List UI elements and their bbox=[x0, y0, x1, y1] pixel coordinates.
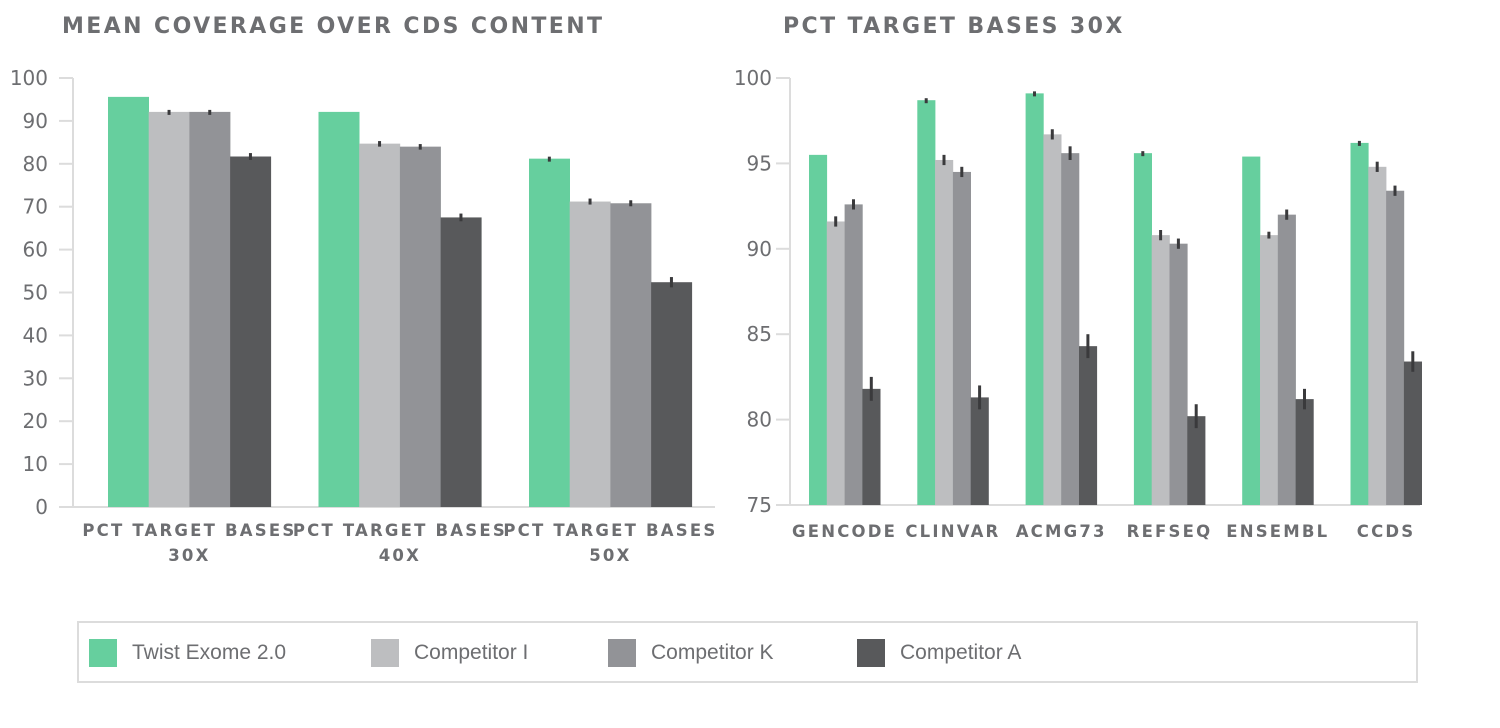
bar-twist-exome-2-0 bbox=[917, 100, 936, 505]
legend-item-competitor-i: Competitor I bbox=[371, 639, 528, 667]
y-tick-label: 85 bbox=[747, 322, 772, 346]
legend-label: Twist Exome 2.0 bbox=[132, 641, 287, 664]
y-tick-label: 10 bbox=[23, 452, 48, 476]
bar-competitor-k bbox=[1061, 153, 1080, 506]
bar-competitor-k bbox=[189, 111, 231, 508]
bar-twist-exome-2-0 bbox=[1242, 156, 1261, 505]
legend-item-competitor-k: Competitor K bbox=[608, 639, 774, 667]
x-category-label: CLINVAR bbox=[905, 522, 1000, 541]
bar-competitor-a bbox=[970, 397, 989, 505]
right-chart-title: PCT TARGET BASES 30X bbox=[783, 14, 1125, 39]
x-category-label: ENSEMBL bbox=[1226, 522, 1329, 541]
x-category-label: 30X bbox=[168, 546, 210, 565]
legend-item-competitor-a: Competitor A bbox=[857, 639, 1021, 667]
bar-competitor-i bbox=[935, 159, 954, 505]
legend-swatch-twist-exome bbox=[89, 639, 117, 667]
x-category-label: REFSEQ bbox=[1127, 522, 1213, 541]
chart-pct-target-bases-30x: 75 80 85 90 95 100 GENCODE CLINVAR ACMG73 REFSEQ E… bbox=[734, 66, 1422, 541]
bar-competitor-k bbox=[1169, 243, 1188, 505]
x-category-label: 50X bbox=[589, 546, 631, 565]
bar-competitor-a bbox=[1403, 361, 1422, 505]
legend-item-twist-exome: Twist Exome 2.0 bbox=[89, 639, 286, 667]
bar-competitor-i bbox=[148, 111, 190, 508]
y-tick-label: 75 bbox=[747, 493, 772, 517]
charts-canvas: 0 10 20 30 40 50 60 70 80 90 100 PCT TARGET BASES 30… bbox=[10, 66, 1422, 565]
x-category-label: ACMG73 bbox=[1016, 522, 1107, 541]
bar-competitor-k bbox=[610, 203, 652, 507]
legend-swatch-competitor-i bbox=[371, 639, 399, 667]
x-category-label: PCT TARGET BASES bbox=[503, 521, 717, 540]
y-tick-label: 0 bbox=[35, 495, 48, 519]
bar-competitor-a bbox=[862, 388, 881, 505]
y-tick-label: 80 bbox=[23, 152, 48, 176]
legend: Twist Exome 2.0 Competitor I Competitor … bbox=[77, 621, 1418, 683]
legend-label: Competitor I bbox=[414, 641, 529, 664]
bar-competitor-k bbox=[952, 171, 971, 505]
bar-twist-exome-2-0 bbox=[529, 158, 570, 508]
bar-competitor-a bbox=[1295, 399, 1314, 505]
x-category-label: GENCODE bbox=[792, 522, 897, 541]
bar-competitor-i bbox=[359, 143, 401, 507]
y-tick-label: 30 bbox=[23, 366, 48, 390]
bar-competitor-k bbox=[1386, 190, 1405, 505]
bar-twist-exome-2-0 bbox=[1350, 142, 1369, 506]
y-tick-label: 60 bbox=[23, 238, 48, 262]
y-tick-label: 20 bbox=[23, 409, 48, 433]
y-tick-label: 80 bbox=[747, 408, 772, 432]
y-tick-label: 90 bbox=[23, 109, 48, 133]
x-category-label: CCDS bbox=[1357, 522, 1416, 541]
x-category-label: PCT TARGET BASES bbox=[293, 521, 507, 540]
bar-twist-exome-2-0 bbox=[809, 154, 828, 506]
legend-swatch-competitor-a bbox=[857, 639, 885, 667]
y-tick-label: 95 bbox=[747, 151, 772, 175]
y-tick-label: 70 bbox=[23, 195, 48, 219]
y-tick-label: 50 bbox=[23, 281, 48, 305]
bar-competitor-i bbox=[1043, 134, 1062, 505]
y-tick-label: 90 bbox=[747, 237, 772, 261]
left-chart-title: MEAN COVERAGE OVER CDS CONTENT bbox=[62, 14, 605, 39]
bar-competitor-k bbox=[1277, 214, 1296, 505]
bar-competitor-i bbox=[826, 221, 845, 506]
bar-twist-exome-2-0 bbox=[1133, 153, 1152, 506]
bar-twist-exome-2-0 bbox=[1025, 93, 1044, 505]
bar-twist-exome-2-0 bbox=[318, 111, 360, 508]
legend-label: Competitor K bbox=[651, 641, 774, 664]
bar-competitor-k bbox=[399, 146, 441, 507]
bar-competitor-i bbox=[569, 201, 611, 507]
legend-swatch-competitor-k bbox=[608, 639, 636, 667]
bar-competitor-a bbox=[440, 217, 482, 508]
chart-mean-coverage: 0 10 20 30 40 50 60 70 80 90 100 PCT TARGET BASES 30… bbox=[10, 66, 717, 565]
bar-competitor-k bbox=[844, 204, 863, 505]
legend-label: Competitor A bbox=[900, 641, 1022, 664]
bar-competitor-a bbox=[230, 156, 272, 507]
bar-competitor-a bbox=[1187, 416, 1206, 505]
y-tick-label: 100 bbox=[10, 66, 48, 90]
x-category-label: 40X bbox=[379, 546, 421, 565]
bar-twist-exome-2-0 bbox=[108, 96, 149, 507]
bar-competitor-i bbox=[1260, 235, 1279, 506]
x-category-label: PCT TARGET BASES bbox=[82, 521, 296, 540]
bar-competitor-i bbox=[1368, 166, 1387, 506]
bar-competitor-a bbox=[651, 282, 693, 507]
bar-competitor-i bbox=[1151, 235, 1170, 506]
y-tick-label: 40 bbox=[23, 323, 48, 347]
bar-competitor-a bbox=[1079, 346, 1098, 505]
y-tick-label: 100 bbox=[734, 66, 772, 90]
